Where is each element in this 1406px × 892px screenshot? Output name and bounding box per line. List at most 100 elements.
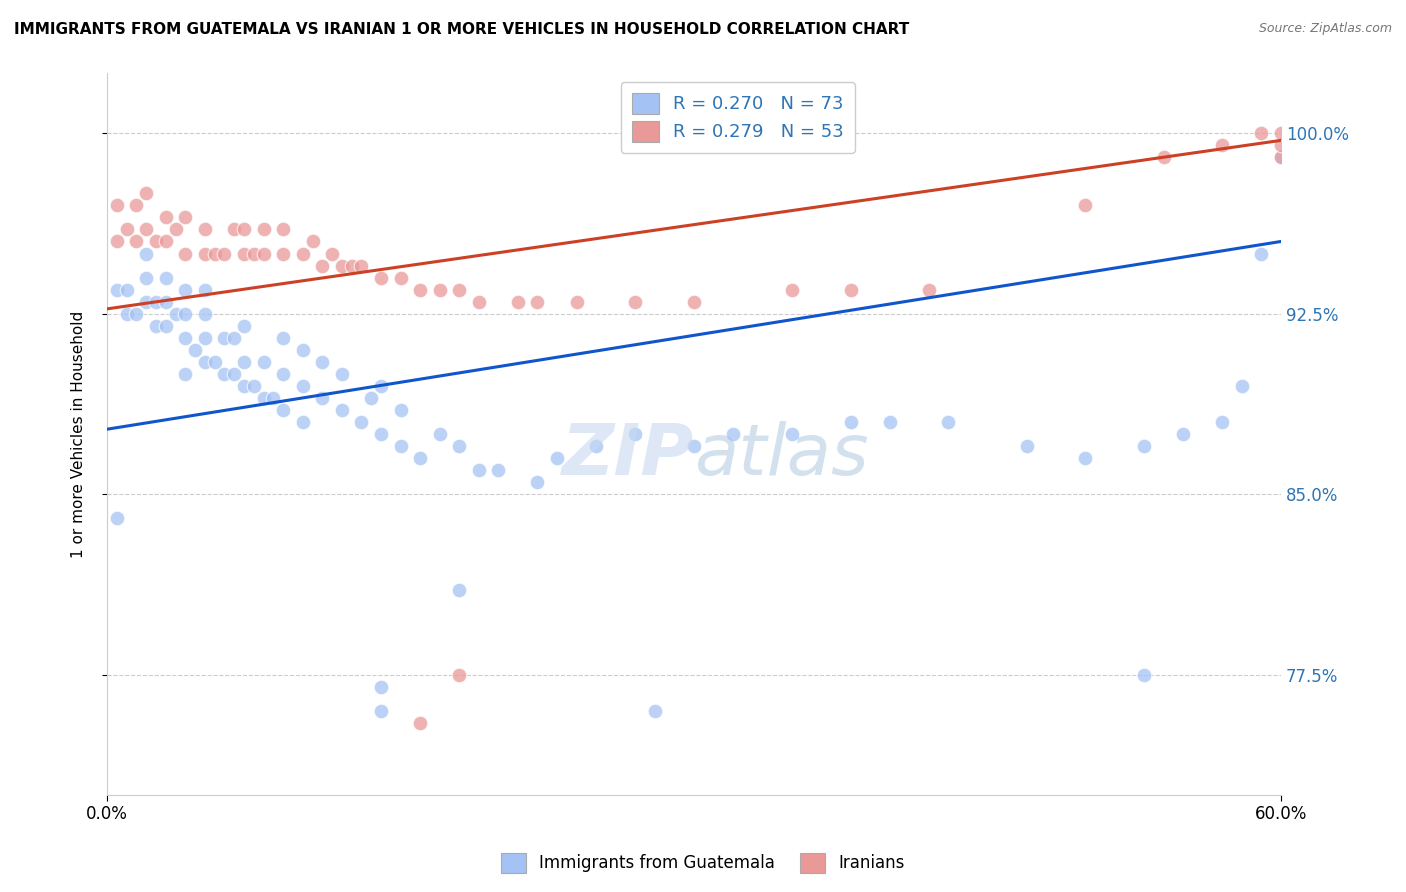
Point <box>409 451 432 466</box>
Point <box>125 198 148 212</box>
Point <box>449 283 471 297</box>
Point <box>330 403 353 417</box>
Legend: R = 0.270   N = 73, R = 0.279   N = 53: R = 0.270 N = 73, R = 0.279 N = 53 <box>621 82 855 153</box>
Point <box>546 451 568 466</box>
Point <box>449 439 471 453</box>
Point <box>839 283 862 297</box>
Point <box>224 222 246 236</box>
Point <box>252 391 274 405</box>
Point <box>194 222 217 236</box>
Point <box>233 355 256 369</box>
Point <box>526 475 548 490</box>
Point <box>938 415 960 429</box>
Point <box>194 307 217 321</box>
Point <box>135 270 157 285</box>
Point <box>115 307 138 321</box>
Point <box>204 355 226 369</box>
Text: IMMIGRANTS FROM GUATEMALA VS IRANIAN 1 OR MORE VEHICLES IN HOUSEHOLD CORRELATION: IMMIGRANTS FROM GUATEMALA VS IRANIAN 1 O… <box>14 22 910 37</box>
Point <box>624 427 647 442</box>
Point <box>224 331 246 345</box>
Point <box>1074 451 1097 466</box>
Point <box>224 367 246 381</box>
Point <box>879 415 901 429</box>
Point <box>233 222 256 236</box>
Point <box>1211 138 1233 153</box>
Point <box>839 415 862 429</box>
Point <box>155 294 177 309</box>
Point <box>184 343 207 357</box>
Point <box>271 331 294 345</box>
Legend: Immigrants from Guatemala, Iranians: Immigrants from Guatemala, Iranians <box>495 847 911 880</box>
Point <box>135 186 157 201</box>
Point <box>565 294 588 309</box>
Point <box>243 379 266 393</box>
Point <box>1270 150 1292 164</box>
Point <box>271 246 294 260</box>
Point <box>194 355 217 369</box>
Point <box>243 246 266 260</box>
Point <box>468 463 491 477</box>
Point <box>271 222 294 236</box>
Point <box>155 270 177 285</box>
Point <box>174 283 197 297</box>
Point <box>585 439 607 453</box>
Point <box>350 415 373 429</box>
Point <box>1270 138 1292 153</box>
Point <box>389 439 412 453</box>
Point <box>486 463 509 477</box>
Point <box>311 355 333 369</box>
Point <box>429 427 451 442</box>
Point <box>330 259 353 273</box>
Point <box>780 427 803 442</box>
Point <box>506 294 529 309</box>
Point <box>311 391 333 405</box>
Point <box>1171 427 1194 442</box>
Point <box>291 415 314 429</box>
Point <box>360 391 382 405</box>
Point <box>311 259 333 273</box>
Point <box>330 367 353 381</box>
Point <box>233 379 256 393</box>
Y-axis label: 1 or more Vehicles in Household: 1 or more Vehicles in Household <box>72 310 86 558</box>
Point <box>165 222 187 236</box>
Point <box>468 294 491 309</box>
Point <box>350 259 373 273</box>
Point <box>145 294 167 309</box>
Point <box>271 403 294 417</box>
Point <box>1250 246 1272 260</box>
Point <box>291 246 314 260</box>
Point <box>155 318 177 333</box>
Point <box>125 235 148 249</box>
Point <box>918 283 941 297</box>
Text: Source: ZipAtlas.com: Source: ZipAtlas.com <box>1258 22 1392 36</box>
Point <box>125 307 148 321</box>
Point <box>233 318 256 333</box>
Point <box>683 439 706 453</box>
Point <box>145 318 167 333</box>
Point <box>214 246 236 260</box>
Point <box>145 235 167 249</box>
Point <box>204 246 226 260</box>
Text: ZIP: ZIP <box>562 421 695 491</box>
Point <box>683 294 706 309</box>
Point <box>135 246 157 260</box>
Point <box>252 222 274 236</box>
Point <box>105 198 128 212</box>
Point <box>262 391 284 405</box>
Point <box>1074 198 1097 212</box>
Point <box>370 680 392 694</box>
Point <box>624 294 647 309</box>
Point <box>155 235 177 249</box>
Point <box>252 246 274 260</box>
Point <box>252 355 274 369</box>
Point <box>291 343 314 357</box>
Point <box>321 246 343 260</box>
Point <box>214 331 236 345</box>
Point <box>105 283 128 297</box>
Point <box>409 715 432 730</box>
Point <box>389 403 412 417</box>
Point <box>370 427 392 442</box>
Point <box>135 294 157 309</box>
Point <box>1270 150 1292 164</box>
Point <box>370 270 392 285</box>
